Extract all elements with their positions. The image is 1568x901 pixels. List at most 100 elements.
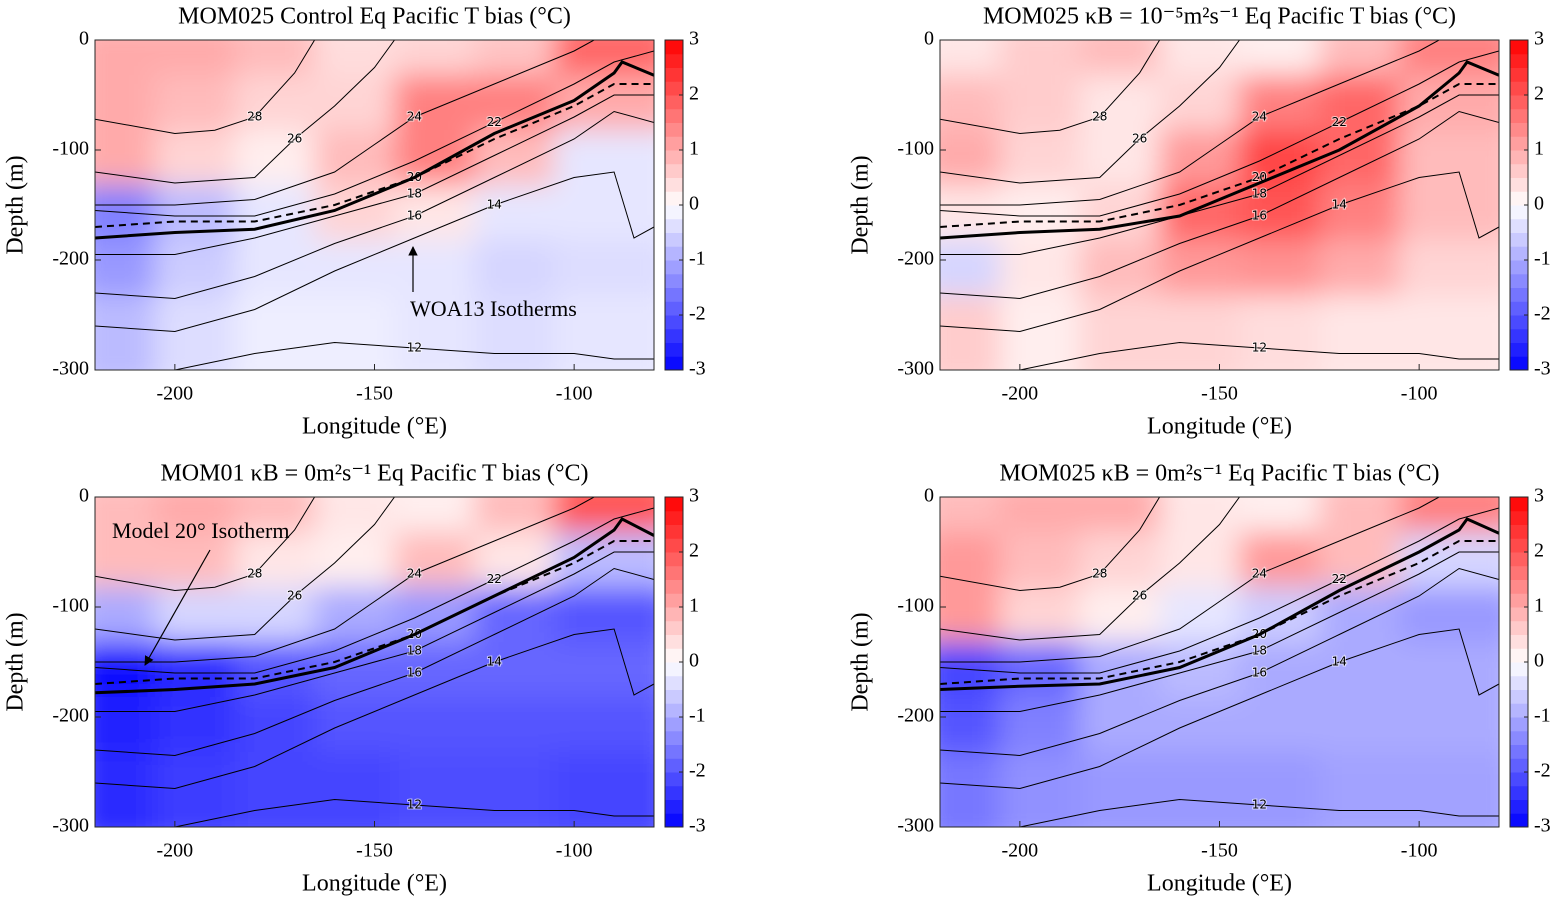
colorbar-step <box>1510 785 1528 800</box>
isotherm-label: 14 <box>487 198 502 212</box>
colorbar-tick-label: -3 <box>1534 358 1551 380</box>
isotherm-label: 28 <box>1092 567 1107 581</box>
isotherm-label: 18 <box>407 187 422 201</box>
colorbar-step <box>1510 246 1528 261</box>
colorbar-step <box>665 593 683 608</box>
colorbar-step <box>665 328 683 343</box>
x-tick-label: -150 <box>1201 840 1238 862</box>
colorbar-step <box>1510 524 1528 539</box>
y-axis-label: Depth (m) <box>3 155 29 254</box>
colorbar-tick-label: 1 <box>1534 138 1544 160</box>
colorbar-step <box>1510 315 1528 330</box>
colorbar-step <box>1510 634 1528 649</box>
isotherm-label: 14 <box>1332 655 1347 669</box>
colorbar-step <box>665 772 683 787</box>
isotherm <box>95 497 395 641</box>
colorbar-step <box>1510 136 1528 151</box>
bias-cell <box>554 752 654 827</box>
x-tick-label: -100 <box>556 840 593 862</box>
isotherm <box>940 497 1161 592</box>
colorbar-step <box>665 703 683 718</box>
colorbar-step <box>1510 799 1528 814</box>
isotherm-label: 26 <box>287 589 302 603</box>
colorbar-step <box>665 191 683 206</box>
colorbar-step <box>665 342 683 357</box>
colorbar-tick-label: 3 <box>689 28 699 50</box>
colorbar-step <box>1510 703 1528 718</box>
colorbar: 3 2 1 0 -1 -2 -3 <box>1509 28 1551 380</box>
colorbar-step <box>1510 260 1528 275</box>
colorbar-step <box>665 150 683 165</box>
colorbar-step <box>665 356 683 371</box>
colorbar: 3 2 1 0 -1 -2 -3 <box>1509 485 1551 837</box>
y-tick-label: -200 <box>52 705 89 727</box>
model-20-isotherm <box>940 60 1499 240</box>
colorbar-step <box>1510 163 1528 178</box>
colorbar-step <box>1510 538 1528 553</box>
isotherm-label: 26 <box>1132 589 1147 603</box>
x-axis-label: Longitude (°E) <box>1147 414 1292 440</box>
colorbar-step <box>1510 607 1528 622</box>
y-tick-label: -100 <box>897 595 934 617</box>
isotherm-label: 14 <box>487 655 502 669</box>
isotherm-label: 16 <box>1252 666 1267 680</box>
colorbar: 3 2 1 0 -1 -2 -3 <box>664 485 706 837</box>
colorbar-step <box>665 301 683 316</box>
colorbar-tick-label: -2 <box>1534 760 1551 782</box>
colorbar-step <box>1510 232 1528 247</box>
isotherm <box>940 497 1440 663</box>
colorbar-step <box>1510 744 1528 759</box>
colorbar-step <box>1510 342 1528 357</box>
colorbar-step <box>665 785 683 800</box>
isotherm <box>95 94 654 255</box>
colorbar-step <box>1510 730 1528 745</box>
colorbar-tick-label: -3 <box>1534 815 1551 837</box>
colorbar-step <box>1510 662 1528 677</box>
colorbar-step <box>1510 287 1528 302</box>
colorbar-step <box>665 497 683 512</box>
isotherm <box>95 110 654 300</box>
y-tick-label: -200 <box>897 248 934 270</box>
isotherm-label: 24 <box>407 567 422 581</box>
colorbar-step <box>665 648 683 663</box>
y-tick-label: -300 <box>897 815 934 837</box>
colorbar-step <box>1510 772 1528 787</box>
isotherm <box>95 497 316 592</box>
bias-field <box>940 497 1499 827</box>
isotherm <box>940 171 1499 333</box>
colorbar-step <box>1510 717 1528 732</box>
colorbar-step <box>1510 150 1528 165</box>
colorbar-step <box>1510 552 1528 567</box>
isotherm <box>1012 341 1499 370</box>
colorbar-step <box>1510 689 1528 704</box>
colorbar-step <box>1510 53 1528 68</box>
colorbar-tick-label: 2 <box>1534 540 1544 562</box>
colorbar-tick-label: -1 <box>689 248 706 270</box>
x-axis-label: Longitude (°E) <box>1147 871 1292 897</box>
colorbar: 3 2 1 0 -1 -2 -3 <box>664 28 706 380</box>
model-20-isotherm <box>95 517 654 695</box>
isotherm-label: 28 <box>247 567 262 581</box>
colorbar-tick-label: -2 <box>689 303 706 325</box>
colorbar-step <box>665 205 683 220</box>
colorbar-tick-label: 3 <box>689 485 699 507</box>
colorbar-step <box>665 744 683 759</box>
model-20-isotherm <box>940 517 1499 691</box>
colorbar-step <box>1510 648 1528 663</box>
colorbar-tick-label: -1 <box>689 705 706 727</box>
colorbar-step <box>665 510 683 525</box>
x-tick-label: -200 <box>157 383 194 405</box>
colorbar-step <box>665 662 683 677</box>
isotherm <box>940 551 1499 712</box>
colorbar-step <box>665 246 683 261</box>
x-tick-label: -200 <box>157 840 194 862</box>
colorbar-step <box>665 108 683 123</box>
colorbar-tick-label: -3 <box>689 358 706 380</box>
isotherm-label: 18 <box>407 644 422 658</box>
isotherm <box>95 50 654 217</box>
isotherm <box>940 110 1499 300</box>
isotherm <box>95 40 395 184</box>
